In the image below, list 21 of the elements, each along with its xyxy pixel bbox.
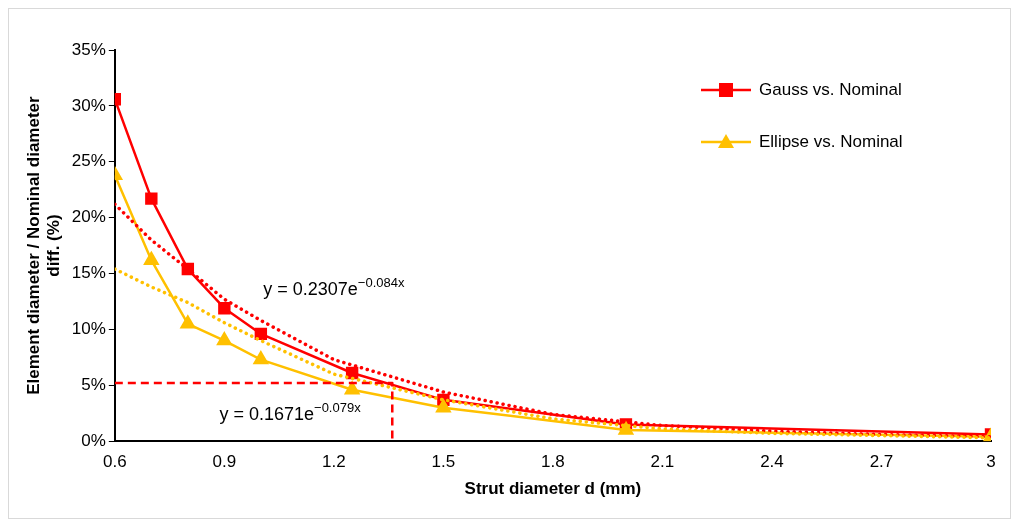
- x-tick-label: 0.6: [103, 452, 127, 472]
- legend-label: Ellipse vs. Nominal: [759, 131, 903, 151]
- x-tick-label: 2.7: [869, 452, 894, 472]
- x-tick-label: 1.5: [431, 452, 456, 472]
- x-tick-label: 1.2: [322, 452, 346, 472]
- x-tick-label: 2.1: [650, 452, 675, 472]
- x-axis-title: Strut diameter d (mm): [464, 479, 642, 499]
- y-tick-label: 10%: [71, 319, 106, 339]
- x-tick-label: 1.8: [541, 452, 565, 472]
- y-tick-label: 30%: [71, 95, 106, 115]
- x-tick-label: 3: [986, 452, 996, 472]
- y-tick-label: 25%: [71, 151, 106, 171]
- y-tick-label: 35%: [71, 39, 106, 59]
- x-tick-label: 2.4: [760, 452, 784, 472]
- y-tick-label: 0%: [81, 430, 106, 450]
- y-tick-label: 20%: [71, 207, 106, 227]
- y-tick-label: 5%: [81, 375, 106, 394]
- legend-label: Gauss vs. Nominal: [759, 79, 902, 99]
- x-tick-label: 0.9: [212, 452, 237, 472]
- y-axis-title: Element diameter / Nominal diameter diff. (%): [23, 95, 64, 395]
- y-tick-label: 15%: [71, 263, 106, 283]
